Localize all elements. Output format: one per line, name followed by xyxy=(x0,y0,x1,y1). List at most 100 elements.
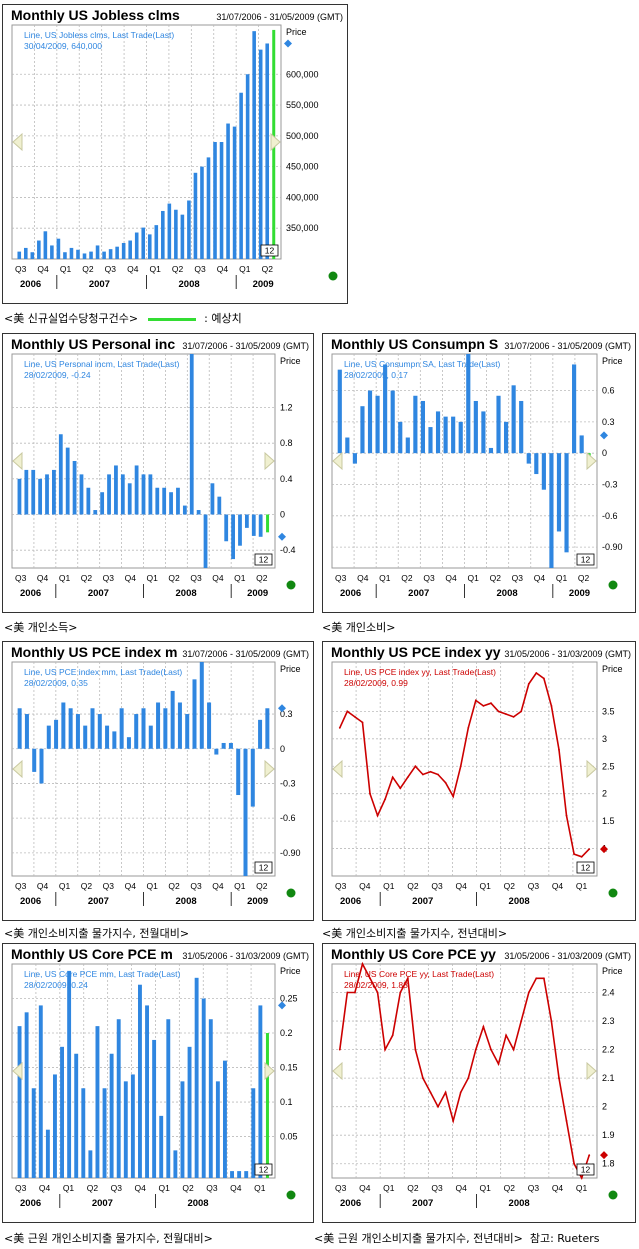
bar xyxy=(367,390,373,454)
bar xyxy=(95,245,100,259)
x-tick-quarter: Q3 xyxy=(103,573,115,583)
bar xyxy=(17,1026,22,1178)
data-point xyxy=(580,855,583,858)
bar xyxy=(245,74,250,260)
plot-area xyxy=(11,963,276,1179)
x-tick-quarter: Q4 xyxy=(359,1183,371,1193)
bar xyxy=(107,474,111,515)
bar xyxy=(97,714,102,749)
x-tick-quarter: Q4 xyxy=(455,881,467,891)
bar xyxy=(163,708,168,749)
bar xyxy=(488,447,494,454)
forecast-legend-label: : 예상치 xyxy=(204,312,242,325)
bar xyxy=(180,214,185,259)
bar xyxy=(102,1088,107,1178)
bar xyxy=(226,123,230,260)
bar xyxy=(68,708,73,749)
chart-svg-pce-mm: Monthly US PCE index m 31/07/2006 - 31/05… xyxy=(11,644,309,907)
y-tick-label: 0.1 xyxy=(280,1097,293,1107)
data-point xyxy=(497,1062,500,1065)
scroll-right-arrow xyxy=(264,1061,275,1081)
bar xyxy=(360,406,365,454)
bar xyxy=(138,984,142,1178)
bar xyxy=(221,742,226,749)
x-tick-quarter: Q1 xyxy=(239,264,251,274)
bar xyxy=(579,435,584,454)
bar xyxy=(200,166,204,259)
scroll-right-arrow xyxy=(264,759,275,779)
data-point xyxy=(542,677,545,680)
data-point xyxy=(520,710,523,713)
data-point xyxy=(482,704,485,707)
bar xyxy=(390,390,395,454)
x-tick-year: 2008 xyxy=(176,588,197,599)
x-tick-quarter: Q4 xyxy=(125,881,137,891)
x-tick-year: 2007 xyxy=(412,896,433,907)
y-tick-label: 2.3 xyxy=(602,1016,615,1026)
x-tick-year: 2008 xyxy=(509,896,530,907)
bar xyxy=(53,1074,57,1178)
bar xyxy=(83,725,88,749)
bar xyxy=(265,43,270,260)
x-tick-quarter: Q4 xyxy=(212,881,224,891)
last-value-marker xyxy=(284,39,292,48)
status-dot xyxy=(286,580,296,590)
bar xyxy=(219,142,224,259)
data-point xyxy=(353,715,356,718)
caption-pce-yy: <美 개인소비지출 물가지수, 전년대비> xyxy=(322,927,508,940)
x-tick-quarter: Q1 xyxy=(59,881,71,891)
data-point xyxy=(573,853,576,855)
data-point xyxy=(452,795,455,798)
bar xyxy=(564,453,569,553)
x-tick-quarter: Q3 xyxy=(111,1183,123,1193)
bar xyxy=(115,246,119,259)
data-point xyxy=(414,1048,417,1051)
x-tick-quarter: Q2 xyxy=(504,1183,516,1193)
x-tick-year: 2008 xyxy=(509,1198,530,1209)
bar xyxy=(37,240,41,259)
bar xyxy=(65,447,70,515)
caption-jobless-claims: <美 신규실업수당청구건수>: 예상치 xyxy=(4,310,242,326)
bar xyxy=(74,1053,79,1178)
data-point xyxy=(437,1105,439,1108)
bar xyxy=(38,1005,43,1178)
zoom-label: 12 xyxy=(259,555,269,565)
bar xyxy=(180,1081,185,1178)
bar xyxy=(112,731,117,749)
bar xyxy=(126,737,131,749)
x-tick-quarter: Q1 xyxy=(147,573,159,583)
data-point xyxy=(399,991,402,994)
bar xyxy=(243,748,248,876)
bar xyxy=(534,453,539,475)
caption-core-pce-yy-text: <美 근원 개인소비지출 물가지수, 전년대비> xyxy=(314,1232,523,1245)
caption-personal-income: <美 개인소득> xyxy=(4,621,78,634)
bar xyxy=(56,238,61,259)
bar xyxy=(208,1019,213,1178)
x-tick-year: 2006 xyxy=(340,896,361,907)
bar xyxy=(148,474,153,515)
scroll-left-arrow xyxy=(332,451,343,471)
bar xyxy=(161,210,165,259)
x-tick-quarter: Q4 xyxy=(552,1183,564,1193)
x-tick-year: 2007 xyxy=(88,588,109,599)
plot-area xyxy=(331,963,598,1179)
y-tick-label: 1.9 xyxy=(602,1130,615,1140)
price-axis-label: Price xyxy=(280,966,301,976)
bar xyxy=(134,232,139,259)
x-tick-quarter: Q2 xyxy=(504,881,516,891)
status-dot xyxy=(608,1190,618,1200)
bar xyxy=(239,92,243,259)
last-value-marker xyxy=(600,845,608,854)
last-value-marker xyxy=(278,532,286,541)
bar xyxy=(237,1171,242,1178)
bar xyxy=(167,203,172,259)
x-tick-quarter: Q2 xyxy=(87,1183,99,1193)
bar xyxy=(228,742,233,749)
bar xyxy=(81,1088,86,1178)
bar xyxy=(196,510,201,515)
zoom-box xyxy=(254,553,273,566)
bar xyxy=(46,725,51,749)
scroll-right-arrow xyxy=(264,451,275,471)
x-tick-quarter: Q2 xyxy=(490,573,502,583)
bar xyxy=(496,395,501,454)
